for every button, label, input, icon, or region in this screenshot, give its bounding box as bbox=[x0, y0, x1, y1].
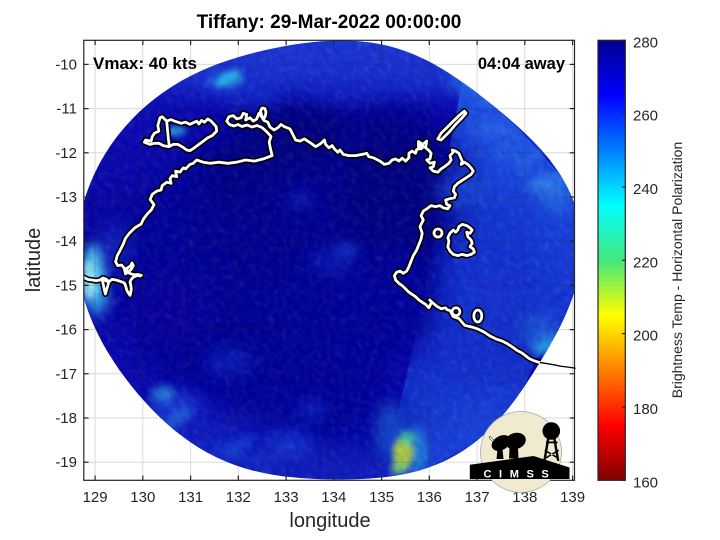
svg-text:240: 240 bbox=[633, 181, 658, 198]
svg-text:-17: -17 bbox=[55, 366, 77, 383]
svg-text:135: 135 bbox=[369, 489, 394, 506]
svg-text:220: 220 bbox=[633, 254, 658, 271]
svg-text:Vmax: 40 kts: Vmax: 40 kts bbox=[93, 54, 197, 73]
svg-text:-10: -10 bbox=[55, 56, 77, 73]
svg-text:04:04 away: 04:04 away bbox=[478, 55, 566, 73]
svg-text:132: 132 bbox=[226, 489, 251, 506]
svg-text:-18: -18 bbox=[55, 410, 77, 427]
svg-text:280: 280 bbox=[633, 34, 658, 51]
svg-text:-14: -14 bbox=[55, 233, 77, 250]
svg-text:Tiffany: 29-Mar-2022 00:00:00: Tiffany: 29-Mar-2022 00:00:00 bbox=[197, 12, 462, 33]
svg-text:260: 260 bbox=[633, 108, 658, 125]
svg-text:-12: -12 bbox=[55, 145, 77, 162]
svg-text:CIMSS: CIMSS bbox=[484, 469, 557, 481]
svg-text:136: 136 bbox=[417, 489, 442, 506]
svg-text:-15: -15 bbox=[55, 277, 77, 294]
svg-text:-13: -13 bbox=[55, 189, 77, 206]
svg-text:131: 131 bbox=[178, 489, 203, 506]
svg-text:-11: -11 bbox=[56, 101, 77, 118]
svg-text:-19: -19 bbox=[55, 454, 77, 471]
svg-text:latitude: latitude bbox=[23, 228, 45, 293]
svg-text:-16: -16 bbox=[55, 322, 77, 339]
svg-text:133: 133 bbox=[274, 489, 299, 506]
svg-text:139: 139 bbox=[560, 489, 585, 506]
svg-text:130: 130 bbox=[130, 489, 155, 506]
svg-text:129: 129 bbox=[83, 489, 108, 506]
svg-text:138: 138 bbox=[512, 489, 537, 506]
svg-text:Brightness Temp - Horizontal P: Brightness Temp - Horizontal Polarizatio… bbox=[669, 142, 685, 399]
svg-text:200: 200 bbox=[633, 328, 658, 345]
svg-text:137: 137 bbox=[465, 489, 490, 506]
svg-text:134: 134 bbox=[321, 489, 346, 506]
svg-text:longitude: longitude bbox=[289, 510, 370, 532]
svg-text:180: 180 bbox=[633, 401, 658, 418]
svg-text:160: 160 bbox=[633, 474, 658, 491]
